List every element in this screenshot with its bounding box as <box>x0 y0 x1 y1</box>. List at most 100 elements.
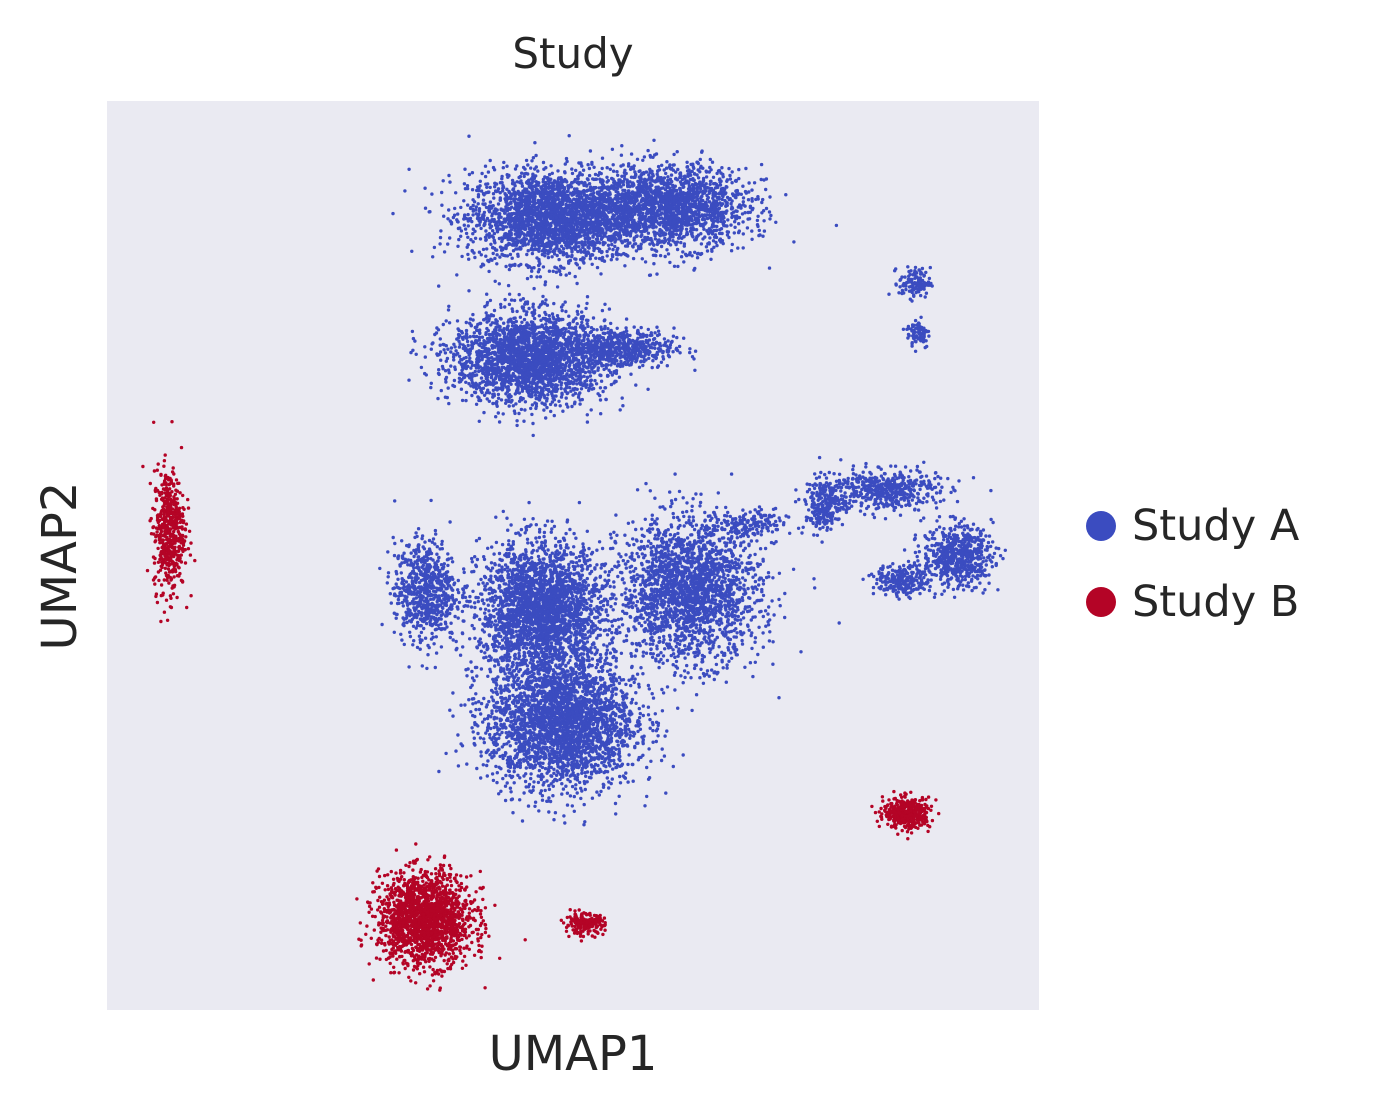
scatter-point <box>607 187 611 192</box>
scatter-point <box>689 162 693 167</box>
scatter-point <box>614 194 618 198</box>
scatter-point <box>697 210 701 215</box>
scatter-point <box>481 198 486 202</box>
scatter-point <box>498 222 503 227</box>
scatter-point <box>509 212 514 216</box>
scatter-point <box>513 200 517 204</box>
scatter-point <box>606 178 610 183</box>
scatter-point <box>688 193 693 197</box>
scatter-point <box>558 404 562 408</box>
scatter-point <box>647 208 651 212</box>
scatter-point <box>609 235 613 239</box>
scatter-point <box>467 134 471 138</box>
scatter-point <box>527 178 531 182</box>
scatter-point <box>605 166 609 170</box>
scatter-point <box>423 355 427 359</box>
scatter-point <box>530 266 534 270</box>
scatter-point <box>476 202 480 206</box>
scatter-point <box>672 228 676 232</box>
scatter-point <box>666 178 670 182</box>
scatter-point <box>741 196 746 200</box>
scatter-point <box>706 230 710 234</box>
scatter-point <box>486 170 491 174</box>
scatter-point <box>484 254 488 258</box>
scatter-point <box>493 279 497 283</box>
scatter-point <box>594 256 598 260</box>
scatter-point <box>660 191 664 195</box>
scatter-point <box>691 214 696 218</box>
scatter-point <box>621 183 626 187</box>
scatter-point <box>695 194 700 198</box>
scatter-point <box>652 243 656 247</box>
scatter-point <box>533 184 537 189</box>
scatter-point <box>481 247 486 252</box>
scatter-point <box>508 223 512 227</box>
scatter-point <box>608 200 613 204</box>
scatter-point <box>564 202 568 207</box>
scatter-point <box>637 225 641 230</box>
scatter-point <box>623 264 627 268</box>
scatter-point <box>512 190 517 194</box>
scatter-point <box>702 205 707 209</box>
scatter-point <box>707 227 711 231</box>
scatter-point <box>654 225 658 229</box>
scatter-point <box>440 190 444 195</box>
scatter-point <box>675 229 679 233</box>
scatter-point <box>471 198 475 202</box>
scatter-point <box>466 203 470 207</box>
scatter-point <box>471 240 475 244</box>
scatter-point <box>695 252 700 256</box>
scatter-point <box>657 195 661 199</box>
scatter-point <box>534 239 538 244</box>
scatter-point <box>537 216 541 220</box>
scatter-point <box>526 249 530 253</box>
series-study-a <box>378 134 1007 827</box>
scatter-point <box>600 308 605 313</box>
scatter-point <box>423 206 428 210</box>
scatter-point <box>712 182 716 186</box>
scatter-point <box>768 195 772 199</box>
scatter-point <box>708 236 712 240</box>
scatter-point <box>694 228 699 232</box>
scatter-point <box>629 229 633 234</box>
scatter-point <box>708 182 712 186</box>
scatter-point <box>508 264 513 268</box>
scatter-point <box>522 212 526 217</box>
scatter-point <box>509 217 513 221</box>
scatter-point <box>670 190 675 194</box>
scatter-point <box>581 245 585 249</box>
scatter-point <box>661 217 665 221</box>
scatter-point <box>538 275 543 279</box>
scatter-point <box>567 134 571 138</box>
scatter-point <box>700 149 704 153</box>
scatter-point <box>631 221 635 225</box>
scatter-point <box>484 182 488 186</box>
scatter-point <box>538 240 542 245</box>
scatter-point <box>629 175 634 179</box>
scatter-point <box>556 196 560 200</box>
scatter-point <box>672 196 676 201</box>
scatter-point <box>719 227 724 231</box>
scatter-point <box>459 229 464 233</box>
scatter-point <box>484 205 489 210</box>
scatter-point <box>570 171 575 176</box>
scatter-point <box>619 207 623 211</box>
scatter-point <box>678 217 682 222</box>
scatter-point <box>473 255 477 260</box>
scatter-point <box>682 235 686 239</box>
scatter-point <box>513 228 517 232</box>
scatter-point <box>480 171 484 176</box>
scatter-point <box>567 203 571 207</box>
scatter-point <box>672 152 676 157</box>
scatter-point <box>502 208 506 212</box>
scatter-point <box>574 168 578 173</box>
scatter-point <box>645 235 650 240</box>
scatter-point <box>701 237 705 241</box>
scatter-point <box>554 270 559 274</box>
scatter-point <box>760 211 764 215</box>
scatter-point <box>747 181 751 185</box>
scatter-point <box>580 208 584 213</box>
scatter-point <box>679 255 684 259</box>
